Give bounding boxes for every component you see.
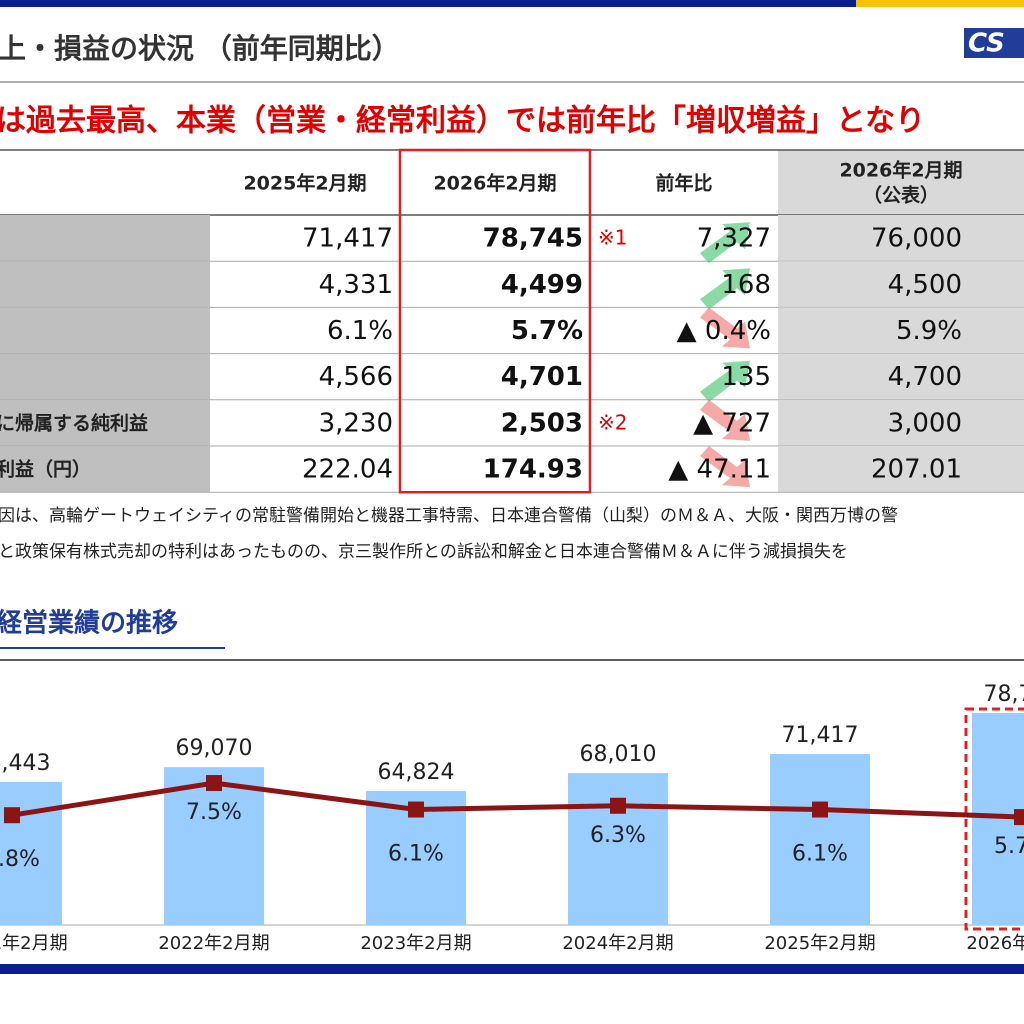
table-cell: 78,745 [483,224,583,254]
title: 上・損益の状況 （前年同期比） [0,32,400,65]
table-cell: 174.93 [483,455,583,485]
table-cell: 2,503 [501,408,583,438]
table-cell: 4,500 [888,270,962,300]
row-label-bg [0,399,210,446]
row-label: 利益（円） [0,458,91,481]
top-bar-accent [856,0,1024,7]
line-value-label: 5.8% [0,847,40,872]
bar-value-label: 66,443 [0,751,50,776]
table-cell: 6.1% [327,316,393,346]
trend-arrow [700,399,750,441]
table-cell: 207.01 [871,455,962,485]
bar-value-label: 68,010 [580,742,657,767]
row-note: ※2 [598,410,627,434]
line-value-label: 6.1% [388,842,444,867]
row-label-bg [0,307,210,354]
line-point [1014,809,1024,826]
forecast-header-bg [778,150,1024,215]
logo: CS [968,29,1005,59]
forecast-cell-bg [778,399,1024,446]
line-value-label: 6.3% [590,823,646,848]
section-title: 経営業績の推移 [0,608,178,639]
bar-value-label: 69,070 [176,736,253,761]
table-cell: 4,700 [888,362,962,392]
bar-value-label: 71,417 [782,723,859,748]
highlight-frame [398,148,592,494]
row-label: に帰属する純利益 [0,411,148,434]
row-label-bg [0,353,210,400]
table-cell: ▲ 47.11 [668,455,771,485]
column-header: （公表） [863,184,939,207]
logo-box [964,28,1024,58]
line-point [408,801,424,818]
line-point [812,801,828,818]
forecast-cell-bg [778,353,1024,400]
row-note: ※1 [598,226,627,250]
table-cell: 3,230 [319,408,393,438]
line-value-label: 5.7% [994,834,1024,859]
table-cell: 3,000 [888,408,962,438]
bar [164,767,264,925]
trend-arrow [700,307,750,349]
column-header: 2026年2月期 [433,172,556,195]
column-header: 前年比 [655,172,712,195]
bar [0,781,62,925]
x-tick-label: 2025年2月期 [764,933,875,954]
table-cell: 222.04 [302,455,393,485]
forecast-cell-bg [778,307,1024,354]
line-point [610,797,626,814]
note: と政策保有株式売却の特利はあったものの、京三製作所との訴訟和解金と日本連合警備Ｍ… [0,542,848,562]
bar [568,773,668,925]
trend-arrow [700,222,750,264]
trend-arrow [700,360,750,402]
bottom-bar [0,964,1024,974]
x-tick-label: 2022年2月期 [158,933,269,954]
trend-arrow [700,446,750,488]
line-value-label: 6.1% [792,842,848,867]
bar [770,754,870,925]
bar-value-label: 64,824 [378,760,455,785]
line-point [206,775,222,792]
top-bar [0,0,860,7]
table-cell: ▲ 0.4% [677,316,771,346]
forecast-cell-bg [778,446,1024,493]
chart: 2021年2月期 2022年2月期 2023年2月期 2024年2月期 2025年2月期… [0,659,1024,954]
table-cell: 76,000 [871,224,962,254]
column-header: 2026年2月期 [839,159,962,182]
x-tick-label: 2026年2月期 [966,933,1024,954]
column-header: 2025年2月期 [243,172,366,195]
line-point [4,807,20,824]
table-cell: 71,417 [302,224,393,254]
table-cell: 168 [721,270,771,300]
line-value-label: 7.5% [186,800,242,825]
highlight-box [964,707,1024,931]
table-cell: 7,327 [697,224,771,254]
row-label-bg [0,261,210,308]
x-tick-label: 2024年2月期 [562,933,673,954]
row-label-bg [0,446,210,493]
table-cell: 135 [721,362,771,392]
table-cell: ▲ 727 [693,408,771,438]
table-cell: 4,499 [501,270,583,300]
line [11,780,1023,820]
table-cell: 4,701 [501,362,583,392]
forecast-cell-bg [778,215,1024,262]
note: 因は、高輪ゲートウェイシティの常駐警備開始と機器工事特需、日本連合警備（山梨）の… [0,506,898,526]
x-tick-label: 2023年2月期 [360,933,471,954]
table-cell: 5.7% [511,316,583,346]
bar-value-label: 78,745 [984,682,1024,707]
trend-arrow [700,268,750,310]
row-label-bg [0,215,210,262]
table-cell: 4,566 [319,362,393,392]
table-cell: 4,331 [319,270,393,300]
table-cell: 5.9% [896,316,962,346]
x-tick-label: 2021年2月期 [0,933,68,954]
headline: は過去最高、本業（営業・経常利益）では前年比「増収増益」となり [0,104,925,139]
forecast-cell-bg [778,261,1024,308]
